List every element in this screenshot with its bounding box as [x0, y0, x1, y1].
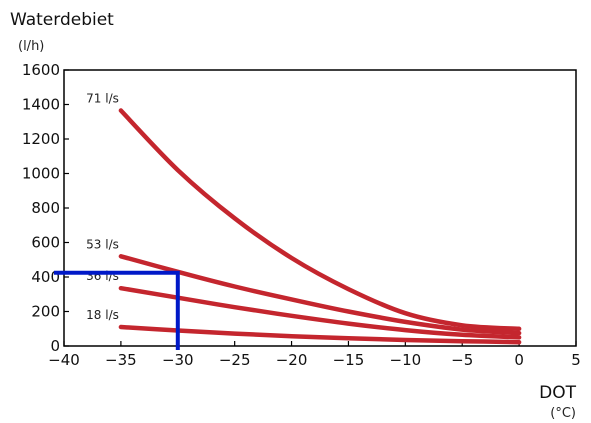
x-axis-label: DOT	[539, 383, 576, 403]
operating-point-marker	[54, 270, 180, 350]
x-tick-label: −35	[105, 351, 137, 369]
x-axis-unit: (°C)	[550, 406, 576, 421]
x-tick-label: 5	[571, 351, 581, 369]
y-tick-label: 1400	[22, 96, 60, 114]
y-axis-ticks: 0 200 400 600 800 1000 1200 1400 1600	[22, 61, 69, 355]
y-tick-label: 1600	[22, 61, 60, 79]
series-line-71-l-s	[118, 108, 522, 332]
x-tick-label: −40	[48, 351, 80, 369]
series-line-53-l-s	[118, 254, 522, 336]
y-axis-unit: (l/h)	[18, 39, 44, 54]
x-tick-label: 0	[514, 351, 524, 369]
x-tick-label: −15	[333, 351, 365, 369]
series-label-18-l-s: 18 l/s	[86, 308, 119, 322]
x-tick-label: −5	[451, 351, 473, 369]
y-tick-label: 800	[31, 199, 60, 217]
series-label-71-l-s: 71 l/s	[86, 92, 119, 106]
y-tick-label: 0	[50, 337, 60, 355]
x-axis-ticks: −40 −35 −30 −25 −20 −15 −10 −5 0 5	[48, 341, 581, 369]
series-layer: 71 l/s53 l/s36 l/s18 l/s	[86, 92, 522, 345]
x-tick-label: −30	[162, 351, 194, 369]
series-label-53-l-s: 53 l/s	[86, 237, 119, 251]
operating-point-lines	[54, 270, 180, 350]
y-tick-label: 600	[31, 234, 60, 252]
y-tick-label: 1200	[22, 130, 60, 148]
y-tick-label: 1000	[22, 165, 60, 183]
series-line-36-l-s	[118, 285, 522, 340]
series-line-18-l-s	[118, 324, 522, 345]
y-tick-label: 200	[31, 303, 60, 321]
x-tick-label: −20	[276, 351, 308, 369]
chart-title: Waterdebiet	[10, 10, 114, 30]
x-tick-label: −10	[390, 351, 422, 369]
y-tick-label: 400	[31, 268, 60, 286]
x-tick-label: −25	[219, 351, 251, 369]
